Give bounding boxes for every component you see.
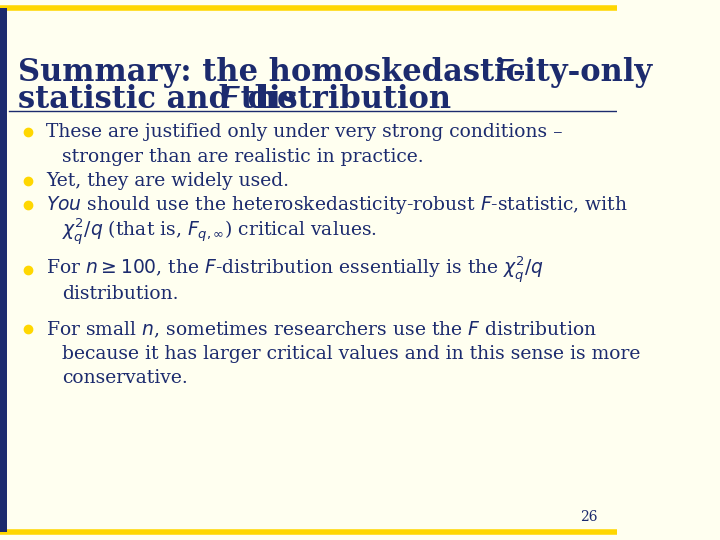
FancyBboxPatch shape	[0, 8, 7, 532]
Text: For small $\mathit{n}$, sometimes researchers use the $\mathit{F}$ distribution: For small $\mathit{n}$, sometimes resear…	[46, 319, 598, 340]
Text: Yet, they are widely used.: Yet, they are widely used.	[46, 172, 289, 190]
Text: distribution: distribution	[238, 84, 451, 114]
Text: conservative.: conservative.	[62, 369, 187, 387]
Text: $\mathit{You}$ should use the heteroskedasticity-robust $\mathit{F}$-statistic, : $\mathit{You}$ should use the heterosked…	[46, 194, 628, 216]
Text: $\chi^2_q/q$ (that is, $F_{q,\infty}$) critical values.: $\chi^2_q/q$ (that is, $F_{q,\infty}$) c…	[62, 217, 377, 247]
Text: Summary: the homoskedasticity-only: Summary: the homoskedasticity-only	[19, 57, 663, 87]
Text: distribution.: distribution.	[62, 285, 178, 303]
Text: $\mathit{F}$-: $\mathit{F}$-	[495, 57, 526, 87]
Text: For $n \geq 100$, the $\mathit{F}$-distribution essentially is the $\chi^2_q/q$: For $n \geq 100$, the $\mathit{F}$-distr…	[46, 255, 544, 285]
Text: These are justified only under very strong conditions –: These are justified only under very stro…	[46, 123, 563, 141]
Text: stronger than are realistic in practice.: stronger than are realistic in practice.	[62, 147, 423, 166]
Text: statistic and the: statistic and the	[19, 84, 307, 114]
Text: $\mathit{F}$: $\mathit{F}$	[221, 84, 240, 114]
Text: because it has larger critical values and in this sense is more: because it has larger critical values an…	[62, 345, 640, 363]
Text: 26: 26	[580, 510, 598, 524]
